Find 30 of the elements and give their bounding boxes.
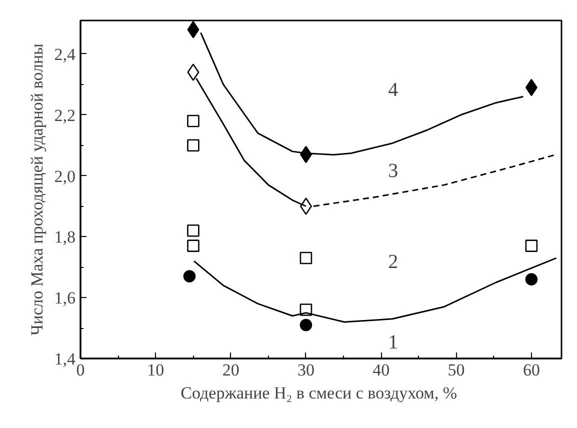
x-tick-label: 10 xyxy=(147,360,164,380)
annotation: 2 xyxy=(388,250,398,273)
annotation: 3 xyxy=(388,160,398,182)
point xyxy=(187,139,200,152)
x-tick-label: 0 xyxy=(76,360,85,380)
y-tick-label: 1,8 xyxy=(54,228,76,247)
x-tick-label: 20 xyxy=(222,360,240,380)
point xyxy=(300,318,312,332)
point xyxy=(300,252,312,264)
x-tick-label: 40 xyxy=(372,360,390,380)
point xyxy=(525,273,538,286)
y-tick-label: 2,0 xyxy=(54,166,76,186)
point xyxy=(300,198,312,215)
point xyxy=(525,240,538,252)
point xyxy=(187,114,200,128)
point xyxy=(187,224,200,237)
y-tick-label: 1,4 xyxy=(54,350,76,368)
x-tick-label: 30 xyxy=(297,360,314,380)
point xyxy=(183,270,196,282)
point xyxy=(187,240,200,252)
annotation: 4 xyxy=(388,78,398,101)
y-axis-title: Число Маха проходящей ударной волны xyxy=(27,42,46,336)
y-tick-label: 2,2 xyxy=(54,106,76,125)
annotation: 1 xyxy=(388,332,398,354)
y-tick-label: 2,4 xyxy=(54,44,76,64)
x-tick-label: 50 xyxy=(448,360,465,380)
point xyxy=(187,64,200,81)
x-tick-label: 60 xyxy=(522,360,540,380)
y-tick-label: 1,6 xyxy=(54,288,76,308)
x-axis-title: Содержание H₂ в смеси с воздухом, % xyxy=(180,384,458,402)
